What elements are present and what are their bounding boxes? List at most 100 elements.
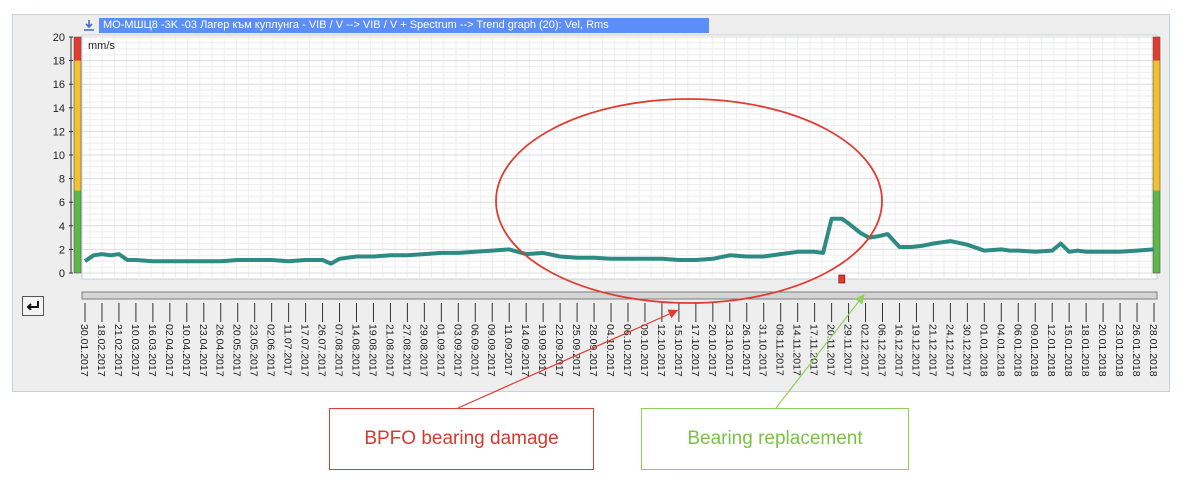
x-tick-label: 22.09.2017 [553, 324, 565, 377]
y-tick-label: 2 [59, 244, 65, 256]
x-tick-label: 08.11.2017 [774, 324, 786, 376]
x-tick-label: 14.09.2017 [519, 324, 531, 377]
y-tick-label: 16 [53, 79, 65, 91]
y-tick-label: 18 [53, 56, 65, 68]
event-marker[interactable] [838, 274, 846, 284]
x-tick-label: 20.11.2017 [825, 324, 837, 376]
alarm-band-left [73, 36, 82, 274]
bpfo-callout-label: BPFO bearing damage [364, 428, 559, 449]
x-tick-label: 28.01.2018 [1147, 324, 1159, 377]
x-tick-label: 11.09.2017 [502, 324, 514, 376]
bpfo-arrow [457, 309, 679, 409]
x-tick-label: 20.05.2017 [231, 324, 243, 377]
alarm-band-right [1152, 36, 1161, 274]
x-tick-label: 15.01.2018 [1062, 324, 1074, 377]
x-tick-label: 01.09.2017 [434, 324, 446, 377]
x-tick-label: 17.11.2017 [808, 324, 820, 376]
x-tick-label: 09.09.2017 [485, 324, 497, 377]
replacement-arrow [775, 294, 865, 409]
x-tick-label: 27.08.2017 [400, 324, 412, 377]
x-tick-label: 18.02.2017 [95, 324, 107, 377]
y-axis-unit-label: mm/s [88, 40, 115, 52]
back-button[interactable] [22, 296, 44, 316]
x-tick-label: 18.01.2018 [1079, 324, 1091, 377]
undo-arrow-icon [26, 297, 40, 315]
title-bar: MO-MШЦ8 -3K -03 Лагер към куплунга - VIB… [82, 17, 709, 33]
damage-highlight-ellipse [495, 98, 883, 304]
x-tick-label: 09.10.2017 [638, 324, 650, 377]
y-tick-label: 10 [53, 150, 65, 162]
bpfo-callout: BPFO bearing damage [329, 408, 594, 470]
replacement-callout-label: Bearing replacement [687, 428, 863, 449]
x-tick-label: 24.12.2017 [943, 324, 955, 377]
x-tick-label: 26.10.2017 [740, 324, 752, 377]
y-tick-label: 12 [53, 126, 65, 138]
x-tick-label: 20.01.2018 [1096, 324, 1108, 377]
x-axis-ticks [84, 303, 1155, 322]
x-tick-label: 14.11.2017 [791, 324, 803, 376]
x-tick-label: 26.04.2017 [214, 324, 226, 377]
x-tick-label: 17.07.2017 [299, 324, 311, 377]
x-tick-label: 15.10.2017 [672, 324, 684, 377]
y-tick-label: 0 [59, 268, 65, 280]
y-tick-label: 6 [59, 197, 65, 209]
alarm-band-red [1153, 37, 1160, 61]
alarm-band-green [74, 190, 81, 273]
x-tick-label: 03.09.2017 [451, 324, 463, 377]
x-tick-label: 25.09.2017 [570, 324, 582, 377]
x-tick-label: 28.09.2017 [587, 324, 599, 377]
alarm-band-yellow [74, 60, 81, 191]
x-tick-label: 19.08.2017 [367, 324, 379, 377]
x-tick-label: 04.01.2018 [994, 324, 1006, 377]
y-tick-label: 8 [59, 174, 65, 186]
y-axis: 0 2 4 6 8 10 12 14 16 18 20 [53, 32, 73, 280]
download-icon[interactable] [82, 18, 96, 32]
x-tick-label: 02.12.2017 [859, 324, 871, 377]
x-tick-label: 16.12.2017 [893, 324, 905, 377]
y-tick-label: 14 [53, 103, 65, 115]
x-tick-label: 02.06.2017 [265, 324, 277, 377]
x-tick-label: 30.12.2017 [960, 324, 972, 377]
x-tick-label: 23.05.2017 [248, 324, 260, 377]
plot-area [81, 34, 1158, 280]
x-tick-label: 26.01.2018 [1130, 324, 1142, 377]
series-line-vel-rms [83, 216, 1155, 266]
horizontal-grid [82, 36, 1157, 274]
x-tick-label: 21.02.2017 [112, 324, 124, 377]
replacement-callout: Bearing replacement [641, 408, 909, 470]
x-tick-label: 23.10.2017 [723, 324, 735, 377]
x-tick-label: 11.07.2017 [282, 324, 294, 376]
x-tick-label: 10.03.2017 [129, 324, 141, 377]
x-tick-label: 06.01.2018 [1011, 324, 1023, 377]
x-tick-label: 10.04.2017 [180, 324, 192, 377]
x-tick-label: 23.01.2018 [1113, 324, 1125, 377]
alarm-band-yellow [1153, 60, 1160, 191]
x-tick-label: 31.10.2017 [757, 324, 769, 377]
x-tick-label: 06.10.2017 [621, 324, 633, 377]
x-tick-label: 19.12.2017 [909, 324, 921, 377]
x-tick-label: 21.08.2017 [383, 324, 395, 377]
alarm-band-green [1153, 190, 1160, 273]
x-tick-label: 30.01.2017 [78, 324, 90, 377]
x-tick-label: 01.01.2018 [977, 324, 989, 377]
x-tick-label: 26.07.2017 [316, 324, 328, 377]
x-tick-label: 06.12.2017 [876, 324, 888, 377]
x-tick-label: 20.10.2017 [706, 324, 718, 377]
x-tick-label: 29.11.2017 [842, 324, 854, 376]
x-tick-label: 19.09.2017 [536, 324, 548, 377]
x-tick-label: 16.03.2017 [146, 324, 158, 377]
x-tick-label: 06.09.2017 [468, 324, 480, 377]
vertical-grid [89, 35, 1152, 279]
x-tick-label: 07.08.2017 [333, 324, 345, 377]
x-tick-label: 12.10.2017 [655, 324, 667, 377]
y-tick-label: 20 [53, 32, 65, 44]
alarm-band-red [74, 37, 81, 61]
x-axis-labels: 30.01.2017 18.02.2017 21.02.2017 10.03.2017… [78, 324, 1159, 377]
x-tick-label: 17.10.2017 [689, 324, 701, 377]
x-tick-label: 09.01.2018 [1028, 324, 1040, 377]
window-title: MO-MШЦ8 -3K -03 Лагер към куплунга - VIB… [99, 17, 709, 33]
x-tick-label: 04.10.2017 [604, 324, 616, 377]
y-tick-label: 4 [59, 221, 65, 233]
x-tick-label: 12.01.2018 [1045, 324, 1057, 377]
